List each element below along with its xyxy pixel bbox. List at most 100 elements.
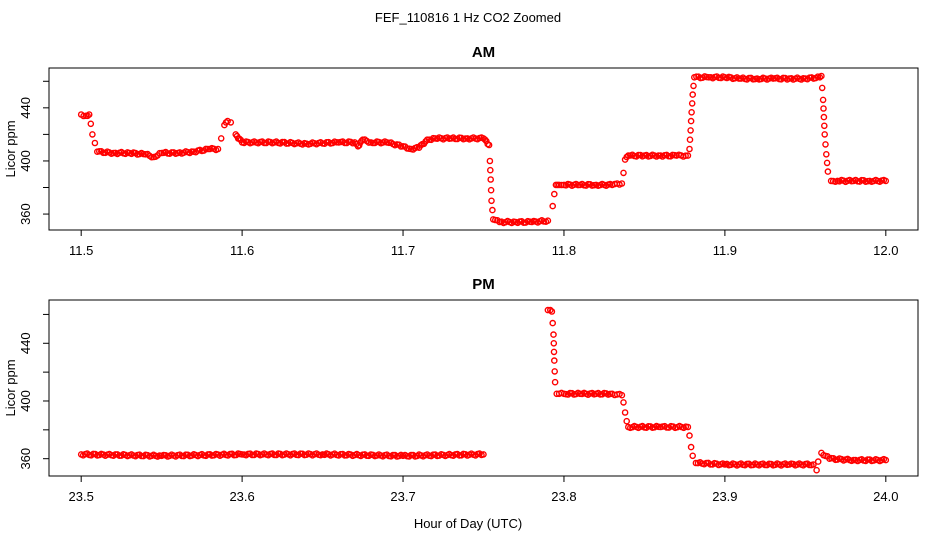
data-point [688, 100, 696, 107]
figure-title: FEF_110816 1 Hz CO2 Zoomed [375, 10, 561, 25]
data-point [550, 348, 558, 356]
pm-x-tick-label: 23.7 [390, 489, 415, 504]
data-point [684, 152, 692, 159]
am-panel: AM 11.5 11.6 11.7 11.8 11.9 12.0 360 400 440Licor… [3, 44, 919, 258]
data-point [688, 109, 695, 116]
data-point [89, 131, 96, 138]
data-point [686, 136, 694, 143]
data-point [623, 153, 631, 161]
am-y-tick-label: 400 [18, 150, 33, 172]
data-point [85, 111, 93, 118]
data-point [620, 169, 627, 177]
am-x-tick-label: 11.6 [230, 243, 254, 258]
data-point [689, 452, 697, 460]
data-point [227, 119, 235, 126]
am-data-points [77, 72, 890, 227]
pm-x-tick-label: 23.8 [551, 489, 576, 504]
data-point [551, 357, 558, 364]
data-point [486, 166, 494, 174]
data-point [549, 319, 557, 327]
am-panel-title: AM [472, 44, 495, 61]
data-point [549, 202, 557, 210]
data-point [551, 368, 559, 375]
data-point [819, 96, 827, 104]
data-point [821, 131, 829, 138]
pm-y-axis-label: Licor ppm [3, 359, 18, 416]
data-point [487, 176, 495, 183]
data-point [690, 82, 697, 90]
data-point [551, 378, 559, 386]
data-point [489, 206, 496, 214]
data-point [682, 152, 689, 159]
data-point [882, 456, 890, 464]
data-point [686, 145, 693, 153]
data-point [620, 399, 627, 406]
data-point [87, 120, 95, 128]
data-point [618, 391, 626, 399]
data-point [91, 139, 99, 147]
data-point [623, 417, 631, 425]
am-x-tick-label: 11.9 [713, 243, 737, 258]
pm-data-points [77, 306, 890, 474]
data-point [818, 72, 825, 80]
data-point [544, 217, 552, 224]
am-y-tick-label: 440 [18, 97, 33, 119]
data-point [687, 443, 695, 451]
data-point [481, 136, 489, 143]
data-point [821, 122, 828, 130]
data-point [823, 150, 830, 158]
am-x-tick-label: 11.7 [391, 243, 415, 258]
data-point [551, 190, 558, 198]
data-point [485, 141, 493, 149]
data-point [689, 91, 697, 98]
data-point [548, 308, 556, 315]
am-x-tick-label: 11.5 [69, 243, 93, 258]
data-point [686, 432, 693, 439]
data-point [550, 331, 557, 338]
data-point [810, 461, 817, 468]
data-point [547, 306, 554, 314]
data-point [217, 135, 225, 142]
pm-y-tick-label: 440 [18, 332, 33, 354]
data-point [684, 423, 692, 431]
data-point [824, 168, 832, 175]
data-point [422, 138, 429, 145]
pm-x-tick-label: 24.0 [873, 489, 898, 504]
data-point [618, 180, 626, 187]
pm-x-tick-label: 23.5 [69, 489, 94, 504]
data-point [820, 113, 828, 121]
data-point [687, 127, 694, 134]
am-x-tick-label: 12.0 [873, 243, 898, 258]
data-point [707, 461, 714, 468]
x-axis-label: Hour of Day (UTC) [414, 516, 522, 531]
data-point [488, 197, 495, 205]
data-point [820, 105, 827, 112]
data-point [550, 339, 558, 347]
pm-plot-frame [48, 299, 919, 477]
pm-panel: PM 23.5 23.6 23.7 23.8 23.9 24.0 360 400 440Licor… [3, 276, 919, 504]
data-point [823, 159, 831, 167]
am-plot-frame [48, 67, 919, 231]
am-y-axis-label: Licor ppm [3, 120, 18, 177]
pm-x-tick-label: 23.9 [712, 489, 737, 504]
pm-y-tick-label: 400 [18, 390, 33, 412]
data-point [818, 84, 826, 92]
data-point [882, 177, 890, 185]
data-point [621, 409, 629, 416]
data-point [544, 306, 552, 314]
data-point [224, 117, 231, 125]
data-point [486, 157, 494, 165]
am-x-tick-label: 11.8 [552, 243, 576, 258]
data-point [487, 186, 495, 194]
data-point [814, 458, 822, 465]
data-point [480, 451, 487, 458]
data-point [822, 141, 829, 148]
pm-y-tick-label: 360 [18, 448, 33, 470]
pm-x-tick-label: 23.6 [229, 489, 254, 504]
am-y-tick-label: 360 [18, 203, 33, 225]
data-point [80, 112, 87, 120]
data-point [813, 466, 820, 474]
data-point [214, 145, 222, 153]
data-point [687, 117, 695, 125]
